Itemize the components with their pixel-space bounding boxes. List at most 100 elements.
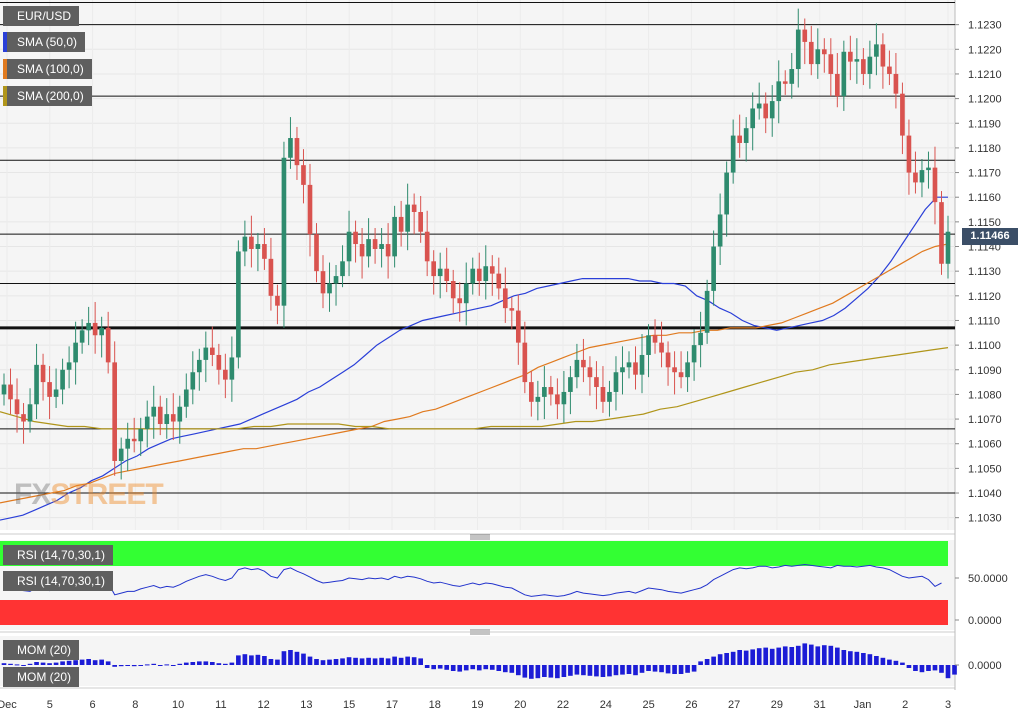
rsi-overbought-zone (0, 541, 948, 566)
price-tick-label: 1.1100 (968, 340, 1001, 352)
mom-bar (236, 655, 241, 665)
mom-bar (698, 661, 703, 665)
candle-body (620, 367, 625, 373)
candle-body (626, 362, 632, 368)
candle-body (40, 364, 46, 383)
rsi-panel (0, 541, 948, 625)
mom-bar (659, 665, 664, 673)
candle-body (327, 283, 332, 294)
sma50-label[interactable]: SMA (50,0) (3, 32, 86, 52)
mom-bar (307, 656, 313, 665)
sma100-label[interactable]: SMA (100,0) (3, 59, 92, 79)
mom-bar (353, 657, 358, 665)
candle-body (457, 298, 463, 304)
candle-body (14, 399, 20, 415)
candle-body (203, 347, 209, 360)
mom-bar (945, 665, 951, 679)
axes: 1.1030 1.1040 1.1050 1.1060 1.1070 1.1080 1.10… (0, 20, 1008, 711)
mom-bar (782, 646, 788, 665)
candle-body (887, 66, 892, 74)
candle-body (99, 327, 104, 336)
mom-bar (8, 663, 13, 665)
candle-body (691, 345, 697, 363)
mom-bar (437, 665, 443, 669)
mom-bar (320, 660, 326, 665)
price-tick-label: 1.1220 (968, 44, 1002, 56)
mom-label-inner[interactable]: MOM (20) (3, 667, 79, 687)
mom-bar (535, 665, 541, 679)
candle-body (255, 244, 261, 249)
candle-body (841, 51, 847, 97)
candle-body (594, 377, 599, 388)
mom-bar (574, 665, 580, 675)
candle-body (607, 391, 612, 402)
mom-bar (92, 660, 98, 665)
mom-bar (203, 661, 209, 665)
candle-body (756, 103, 762, 109)
candle-body (151, 406, 157, 417)
candle-body (893, 73, 899, 94)
candle-body (795, 29, 801, 70)
mom-bar (138, 665, 144, 666)
mom-bar (874, 656, 879, 665)
candle-body (463, 283, 469, 304)
mom-bar (789, 647, 795, 665)
candle-body (568, 377, 573, 392)
mom-panel-bg (0, 636, 955, 686)
candle-body (79, 330, 85, 343)
candle-body (861, 59, 866, 74)
rsi-label-top[interactable]: RSI (14,70,30,1) (3, 545, 114, 565)
mom-bar (223, 663, 228, 665)
candle-body (821, 49, 827, 55)
candle-body (112, 362, 118, 461)
mom-bar (763, 647, 769, 665)
rsi-tick-label: 50.0000 (968, 573, 1008, 585)
candle-body (639, 354, 645, 375)
mom-bar (157, 665, 163, 666)
mom-bar (489, 665, 495, 670)
mom-bar (691, 665, 697, 672)
candle-body (275, 295, 280, 306)
candle-body (613, 372, 619, 392)
candle-body (379, 244, 384, 249)
price-tick-label: 1.1050 (968, 463, 1002, 475)
candle-body (769, 101, 775, 119)
mom-bar (737, 650, 742, 665)
mom-bar (424, 665, 430, 668)
mom-bar (314, 659, 319, 665)
candle-body (515, 310, 521, 343)
sma200-line (0, 347, 949, 430)
date-tick-label: 20 (514, 699, 526, 711)
candle-body (900, 93, 905, 136)
momentum-panel (1, 643, 957, 679)
candle-body (281, 157, 287, 306)
mom-bar (522, 665, 528, 678)
candle-body (652, 335, 658, 343)
mom-bar (854, 651, 860, 665)
mom-label-top[interactable]: MOM (20) (3, 640, 79, 660)
candle-body (483, 266, 489, 282)
price-tick-label: 1.1160 (968, 192, 1001, 204)
sma200-label[interactable]: SMA (200,0) (3, 86, 92, 106)
candle-body (196, 359, 202, 373)
date-tick-label: 13 (300, 699, 312, 711)
candle-body (183, 389, 189, 407)
mom-bar (776, 647, 782, 665)
date-tick-label: 3 (945, 699, 951, 711)
date-tick-label: 19 (471, 699, 483, 711)
date-tick-label: 12 (258, 699, 270, 711)
mom-bar (932, 665, 938, 671)
mom-bar (939, 665, 944, 673)
rsi-oversold-zone (0, 600, 948, 625)
candle-body (216, 354, 222, 370)
candle-body (450, 281, 456, 299)
mom-bar (529, 665, 534, 679)
candle-body (509, 308, 515, 311)
rsi-label-inner[interactable]: RSI (14,70,30,1) (3, 571, 114, 591)
mom-bar (34, 662, 39, 665)
candle-body (366, 239, 371, 257)
candle-body (711, 246, 716, 291)
instrument-label[interactable]: EUR/USD (3, 6, 80, 26)
mom-bar (79, 659, 85, 665)
